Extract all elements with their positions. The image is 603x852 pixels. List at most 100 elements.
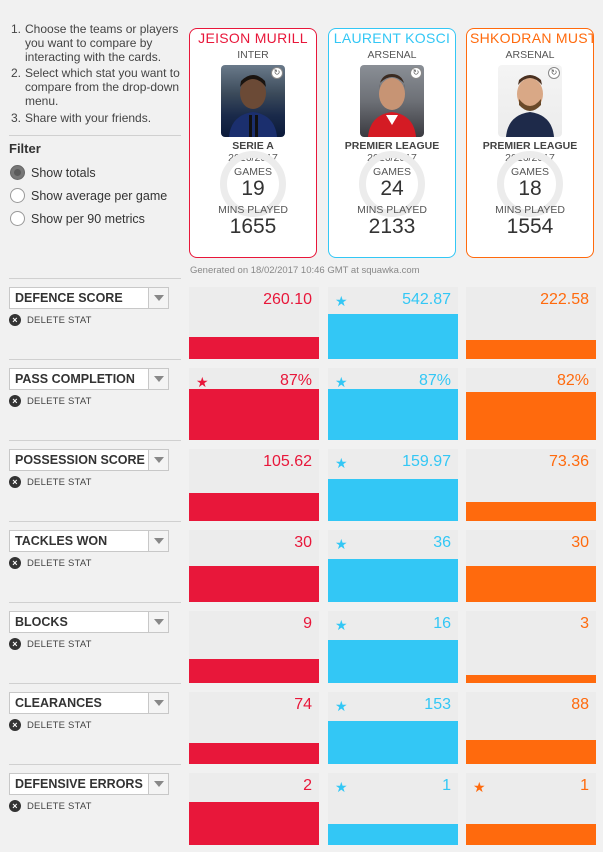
stat-value: 153 (424, 696, 451, 713)
ring-decoration (220, 151, 286, 217)
stat-value: 542.87 (402, 291, 451, 308)
stat-select[interactable]: TACKLES WON (9, 530, 169, 552)
stat-value: 1 (442, 777, 451, 794)
radio-circle[interactable] (10, 165, 25, 180)
star-icon: ★ (335, 536, 348, 552)
stat-select-label: DEFENSIVE ERRORS (15, 777, 143, 791)
player-card-mustafi[interactable]: SHKODRAN MUST ARSENAL ↻ PREMIER LEAGUE 2… (466, 28, 594, 258)
stat-select[interactable]: DEFENCE SCORE (9, 287, 169, 309)
stat-cell: 1 ★ (466, 773, 596, 845)
star-icon: ★ (335, 455, 348, 471)
instruction-number: 1. (11, 22, 22, 36)
instruction-number: 3. (11, 111, 22, 125)
instruction-text: Select which stat you want to compare fr… (25, 66, 180, 108)
radio-label: Show average per game (31, 188, 168, 203)
close-icon: × (9, 557, 21, 569)
player-name: SHKODRAN MUST (470, 30, 593, 46)
player-name: JEISON MURILL (198, 30, 308, 46)
close-icon: × (9, 314, 21, 326)
stat-value: 87% (279, 372, 312, 389)
radio-show-totals[interactable]: Show totals (10, 165, 96, 180)
stat-cell: 73.36 (466, 449, 596, 521)
radio-show-average[interactable]: Show average per game (10, 188, 167, 203)
player-card-murillo[interactable]: JEISON MURILL INTER ↻ SERIE A 2016/2017 … (189, 28, 317, 258)
stat-cell: 2 (189, 773, 319, 845)
radio-show-per90[interactable]: Show per 90 metrics (10, 211, 145, 226)
stat-select[interactable]: BLOCKS (9, 611, 169, 633)
close-icon: × (9, 476, 21, 488)
stat-value: 30 (571, 534, 589, 551)
stat-value: 30 (294, 534, 312, 551)
radio-circle[interactable] (10, 188, 25, 203)
delete-stat-button[interactable]: × DELETE STAT (9, 557, 92, 569)
swap-player-icon[interactable]: ↻ (548, 67, 560, 79)
chevron-down-icon[interactable] (148, 369, 168, 389)
player-silhouette-icon (368, 74, 416, 137)
divider (9, 440, 181, 441)
stat-select[interactable]: PASS COMPLETION (9, 368, 169, 390)
delete-stat-button[interactable]: × DELETE STAT (9, 719, 92, 731)
stat-select[interactable]: DEFENSIVE ERRORS (9, 773, 169, 795)
chevron-down-icon[interactable] (148, 693, 168, 713)
stat-select-label: POSSESSION SCORE (15, 453, 145, 467)
stat-select[interactable]: CLEARANCES (9, 692, 169, 714)
games-label: GAMES (511, 166, 549, 178)
stat-cell: 87% ★ (328, 368, 458, 440)
delete-stat-label: DELETE STAT (27, 719, 92, 731)
radio-circle[interactable] (10, 211, 25, 226)
stat-value: 3 (580, 615, 589, 632)
star-icon: ★ (335, 617, 348, 633)
mins-label: MINS PLAYED (357, 204, 427, 216)
stat-value: 73.36 (548, 453, 589, 470)
ring-decoration (497, 151, 563, 217)
delete-stat-button[interactable]: × DELETE STAT (9, 476, 92, 488)
mins-value: 1655 (229, 215, 277, 238)
player-silhouette-icon (506, 75, 554, 137)
generated-note: Generated on 18/02/2017 10:46 GMT at squ… (190, 265, 420, 276)
delete-stat-label: DELETE STAT (27, 800, 92, 812)
stat-cell: 16 ★ (328, 611, 458, 683)
delete-stat-label: DELETE STAT (27, 557, 92, 569)
chevron-down-icon[interactable] (148, 450, 168, 470)
mins-value: 2133 (368, 215, 416, 238)
close-icon: × (9, 638, 21, 650)
delete-stat-button[interactable]: × DELETE STAT (9, 395, 92, 407)
swap-player-icon[interactable]: ↻ (271, 67, 283, 79)
stat-bar (328, 640, 458, 683)
player-photo: ↻ (498, 65, 562, 137)
delete-stat-button[interactable]: × DELETE STAT (9, 638, 92, 650)
close-icon: × (9, 395, 21, 407)
stat-cell: 1 ★ (328, 773, 458, 845)
games-value: 18 (518, 177, 542, 200)
stat-cell: 82% (466, 368, 596, 440)
chevron-down-icon[interactable] (148, 288, 168, 308)
stat-bar (328, 314, 458, 359)
stat-bar (466, 502, 596, 521)
games-label: GAMES (234, 166, 272, 178)
divider (9, 602, 181, 603)
instruction-item: 3. Share with your friends. (10, 111, 182, 125)
stat-value: 9 (303, 615, 312, 632)
star-icon: ★ (335, 374, 348, 390)
instruction-item: 2. Select which stat you want to compare … (10, 66, 182, 108)
stat-select[interactable]: POSSESSION SCORE (9, 449, 169, 471)
chevron-down-icon[interactable] (148, 612, 168, 632)
swap-player-icon[interactable]: ↻ (410, 67, 422, 79)
games-label: GAMES (373, 166, 411, 178)
divider (9, 521, 181, 522)
chevron-down-icon[interactable] (148, 531, 168, 551)
stat-cell: 3 (466, 611, 596, 683)
delete-stat-button[interactable]: × DELETE STAT (9, 314, 92, 326)
player-league: SERIE A (232, 140, 274, 152)
chevron-down-icon[interactable] (148, 774, 168, 794)
games-value: 19 (241, 177, 265, 200)
instruction-number: 2. (11, 66, 22, 80)
stat-value: 16 (433, 615, 451, 632)
delete-stat-button[interactable]: × DELETE STAT (9, 800, 92, 812)
divider (9, 278, 181, 279)
stat-bar (189, 566, 319, 602)
stat-bar (466, 740, 596, 764)
stat-value: 36 (433, 534, 451, 551)
player-card-koscielny[interactable]: LAURENT KOSCI ARSENAL ↻ PREMIER LEAGUE 2… (328, 28, 456, 258)
filter-title: Filter (9, 141, 41, 156)
